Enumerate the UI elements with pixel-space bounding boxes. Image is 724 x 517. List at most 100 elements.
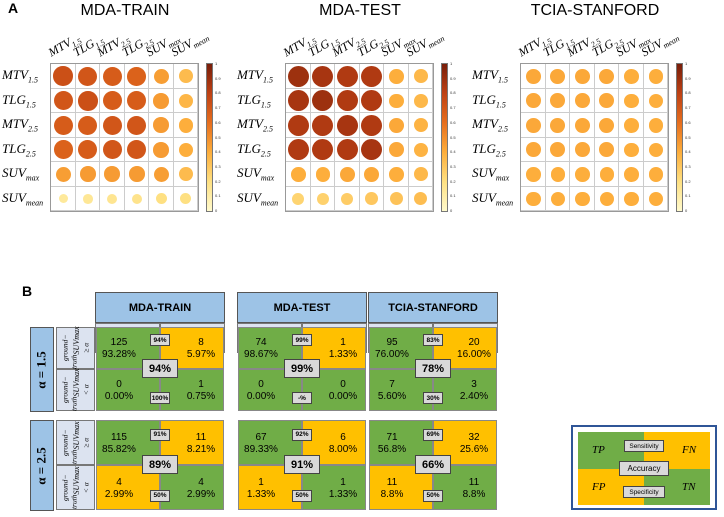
heatmap-row-label: TLG1.5 xyxy=(237,91,271,110)
fp-cell: 4 2.99% xyxy=(96,465,160,510)
heatmap-cell xyxy=(286,162,311,187)
column-gap xyxy=(225,292,237,517)
heatmap-cell xyxy=(408,186,433,211)
specificity-badge: 30% xyxy=(423,392,443,404)
correlation-dot xyxy=(550,68,566,84)
correlation-dot xyxy=(574,117,590,133)
correlation-dot xyxy=(153,166,169,182)
heatmap-cell xyxy=(594,113,619,138)
heatmap-cell xyxy=(173,137,198,162)
correlation-dot xyxy=(364,166,380,182)
colorbar-tick: 0.7 xyxy=(450,105,456,111)
correlation-dot xyxy=(648,191,663,206)
heatmap-cell xyxy=(173,88,198,113)
heatmap-cell xyxy=(594,64,619,89)
colorbar-tick: 0.2 xyxy=(685,178,691,184)
correlation-dot xyxy=(336,114,358,136)
heatmap-cell xyxy=(570,88,595,113)
heatmap-cell xyxy=(51,186,76,211)
heatmap-cell xyxy=(619,88,644,113)
heatmap-row-label: SUVmax xyxy=(472,165,510,183)
correlation-dot xyxy=(389,93,404,108)
heatmap-cell xyxy=(359,137,384,162)
correlation-dot xyxy=(648,167,663,182)
specificity-badge: 50% xyxy=(292,489,312,502)
heatmap-cell xyxy=(75,137,100,162)
correlation-dot xyxy=(648,142,663,157)
correlation-dot xyxy=(58,194,68,204)
colorbar-tick: 0.6 xyxy=(685,119,691,125)
colorbar-tick: 0.2 xyxy=(215,178,221,184)
heatmap-cell xyxy=(359,88,384,113)
heatmap-cell xyxy=(521,186,546,211)
dataset-header: MDA-TRAIN xyxy=(95,292,225,323)
heatmap-cell xyxy=(643,137,668,162)
colorbar-tick: 0.4 xyxy=(685,149,691,155)
heatmap-row-label: MTV1.5 xyxy=(237,67,273,85)
colorbar xyxy=(441,63,448,212)
accuracy-badge: 91% xyxy=(284,455,320,474)
colorbar-tick: 0.9 xyxy=(215,75,221,81)
legend-accuracy: Accuracy xyxy=(619,461,669,476)
correlation-dot xyxy=(131,193,142,204)
colorbar-tick: 0.9 xyxy=(450,75,456,81)
correlation-dot xyxy=(287,139,309,161)
groundtruth-row-label: ground− truthSUVmax ≥ α xyxy=(56,327,95,369)
colorbar-tick: 0.1 xyxy=(215,193,221,199)
heatmap-title: MDA-TEST xyxy=(319,2,401,19)
colorbar-tick: 0.3 xyxy=(450,163,456,169)
correlation-dot xyxy=(287,114,309,136)
colorbar-tick: 0.5 xyxy=(215,134,221,140)
colorbar-tick: 0.9 xyxy=(685,75,691,81)
heatmap-cell xyxy=(594,186,619,211)
column-gap xyxy=(367,292,368,517)
colorbar-tick: 0.5 xyxy=(685,134,691,140)
accuracy-badge: 94% xyxy=(142,359,178,378)
correlation-dot xyxy=(53,115,73,135)
heatmap-cell xyxy=(521,113,546,138)
correlation-dot xyxy=(574,93,590,109)
legend-specificity: Specificity xyxy=(623,486,665,498)
correlation-dot xyxy=(389,69,404,84)
correlation-dot xyxy=(525,93,541,109)
correlation-dot xyxy=(104,166,120,182)
heatmap-cell xyxy=(310,113,335,138)
correlation-dot xyxy=(153,141,169,158)
fp-cell: 1 1.33% xyxy=(238,465,302,510)
heatmap-cell xyxy=(173,162,198,187)
correlation-dot xyxy=(389,192,403,206)
colorbar-tick: 0.5 xyxy=(450,134,456,140)
heatmap-cell xyxy=(545,137,570,162)
heatmap-cell xyxy=(75,186,100,211)
correlation-dot xyxy=(178,167,193,182)
accuracy-badge: 99% xyxy=(284,359,320,378)
heatmap-title: TCIA-STANFORD xyxy=(530,2,660,19)
groundtruth-row-label: ground− truthSUVmax < α xyxy=(56,369,95,411)
heatmap-row-label: SUVmean xyxy=(237,189,279,208)
fn-cell: 11 8.21% xyxy=(160,420,224,465)
heatmap-cell xyxy=(545,186,570,211)
heatmap-cell xyxy=(384,162,409,187)
colorbar-tick: 0.3 xyxy=(685,163,691,169)
colorbar-tick: 0.6 xyxy=(450,119,456,125)
heatmap-cell xyxy=(545,113,570,138)
correlation-dot xyxy=(574,68,590,84)
heatmap-cell xyxy=(570,162,595,187)
correlation-dot xyxy=(388,142,404,158)
correlation-dot xyxy=(361,114,383,136)
legend-tp: TP xyxy=(592,444,605,456)
correlation-dot xyxy=(599,191,614,206)
colorbar-tick: 0.8 xyxy=(450,90,456,96)
accuracy-badge: 89% xyxy=(142,455,178,474)
block-gap xyxy=(30,412,517,420)
heatmap-cell xyxy=(384,137,409,162)
heatmap-cell xyxy=(286,186,311,211)
heatmap-cell xyxy=(619,64,644,89)
colorbar-tick: 1 xyxy=(215,61,218,66)
heatmap-cell xyxy=(570,64,595,89)
correlation-dot xyxy=(525,117,541,133)
correlation-dot xyxy=(102,66,122,86)
heatmap-cell xyxy=(521,162,546,187)
correlation-dot xyxy=(55,166,71,182)
correlation-dot xyxy=(575,191,590,206)
